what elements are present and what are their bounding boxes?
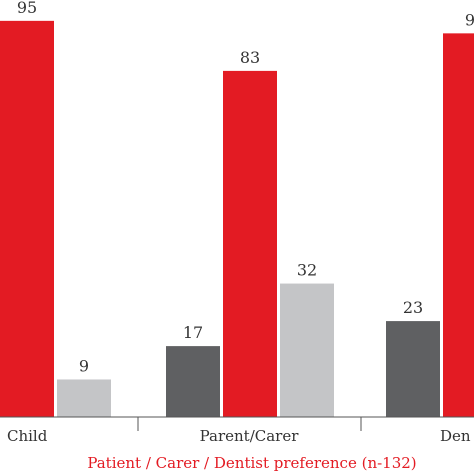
category-label-parent-carer: Parent/Carer: [200, 427, 300, 445]
value-label-red-parent-carer: 83: [240, 48, 260, 67]
category-label-child: Child: [7, 427, 48, 445]
value-labels-layer: 17 23 95 83 9 9 32: [17, 0, 474, 375]
bar-red-parent-carer: [223, 70, 277, 417]
category-label-dentist: Den: [440, 427, 471, 445]
value-label-red-child: 95: [17, 0, 37, 17]
x-axis-ticks: [137, 417, 362, 431]
value-label-dark-dentist: 23: [403, 298, 423, 317]
bar-light-child: [57, 379, 111, 417]
bar-dark-parent-carer: [166, 346, 220, 417]
bars-layer: [0, 20, 474, 418]
bar-dark-dentist: [386, 321, 440, 417]
bar-light-parent-carer: [280, 283, 334, 417]
value-label-red-dentist: 9: [465, 10, 474, 29]
value-label-dark-parent-carer: 17: [183, 323, 203, 342]
bar-red-dentist: [443, 33, 474, 418]
value-label-light-parent-carer: 32: [297, 261, 317, 280]
bar-red-child: [0, 20, 54, 417]
x-axis-title: Patient / Carer / Dentist preference (n-…: [87, 454, 416, 472]
value-label-light-child: 9: [79, 356, 89, 375]
